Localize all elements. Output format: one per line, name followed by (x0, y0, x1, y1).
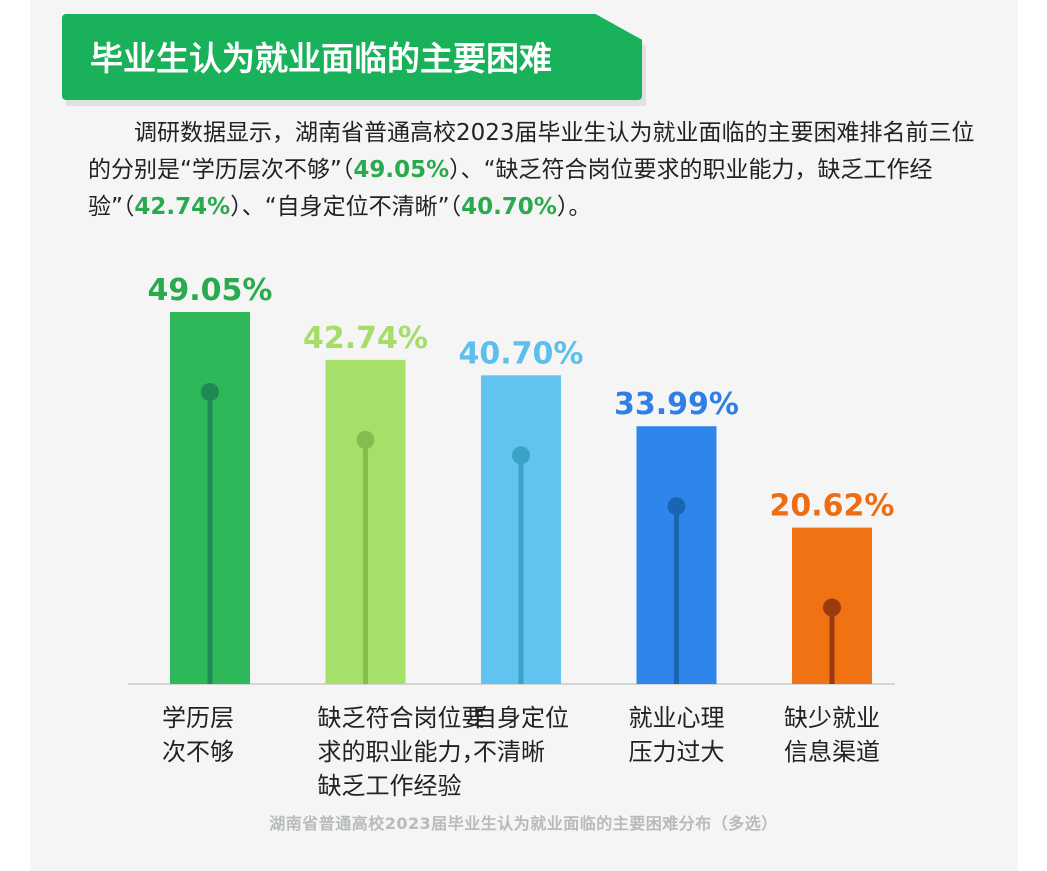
category-label-5-line-1: 缺少就业 (784, 704, 880, 732)
category-label-3-line-2: 不清晰 (473, 738, 545, 766)
bar-dot-4 (667, 497, 686, 516)
description-text-3: ）、“自身定位不清晰”（ (230, 194, 462, 220)
data-label-5: 20.62% (770, 489, 895, 524)
description-highlight-1: 49.05% (353, 157, 450, 183)
description-paragraph: 调研数据显示，湖南省普通高校2023届毕业生认为就业面临的主要困难排名前三位的分… (88, 115, 988, 226)
description-text-2: ）、“缺乏符合岗位要求的职业能力，缺乏工作经验”（ (88, 157, 933, 220)
category-label-4-line-1: 就业心理 (629, 704, 725, 732)
bar-dot-3 (512, 446, 530, 465)
data-label-1: 49.05% (148, 273, 273, 308)
data-label-4: 33.99% (614, 387, 739, 422)
bar-dot-1 (201, 383, 219, 401)
category-label-1-line-1: 学历层 (162, 704, 234, 732)
bar-dot-5 (823, 598, 841, 617)
chart-caption: 湖南省普通高校2023届毕业生认为就业面临的主要困难分布（多选） (269, 814, 778, 833)
description-highlight-2: 42.74% (134, 194, 231, 220)
bar-dot-2 (356, 430, 375, 449)
category-label-3-line-1: 自身定位 (473, 704, 569, 732)
title-banner (62, 14, 642, 100)
category-label-5-line-2: 信息渠道 (784, 738, 880, 766)
page-title: 毕业生认为就业面临的主要困难 (90, 39, 552, 78)
category-label-2-line-3: 缺乏工作经验 (318, 772, 462, 800)
category-label-1-line-2: 次不够 (162, 738, 234, 766)
category-label-2-line-2: 求的职业能力， (318, 738, 486, 766)
data-label-2: 42.74% (303, 321, 428, 356)
description-text-4: ）。 (556, 194, 592, 220)
data-label-3: 40.70% (459, 336, 584, 371)
category-label-2-line-1: 缺乏符合岗位要 (318, 704, 486, 732)
description-highlight-3: 40.70% (461, 194, 557, 220)
description-text-1: 调研数据显示，湖南省普通高校2023届毕业生认为就业面临的主要困难排名前三位的分… (88, 120, 975, 183)
category-label-4-line-2: 压力过大 (629, 738, 725, 766)
